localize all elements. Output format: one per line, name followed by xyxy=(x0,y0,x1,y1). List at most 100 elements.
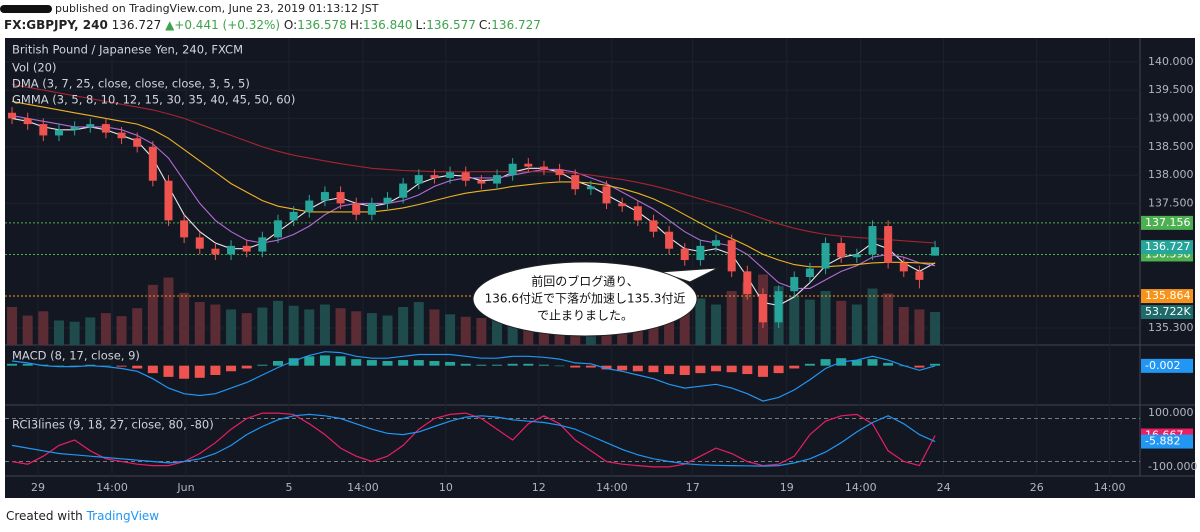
symbol: FX:GBPJPY, 240 xyxy=(4,18,108,32)
price-tag-bg xyxy=(1141,289,1193,304)
ohlc-key: C: xyxy=(478,18,492,32)
macd-histogram xyxy=(523,363,534,366)
candle-body xyxy=(195,237,204,249)
y-tick-label: -100.000 xyxy=(1148,460,1197,473)
macd-histogram xyxy=(351,359,362,366)
candle-body xyxy=(868,226,877,255)
candle-body xyxy=(23,118,32,125)
ohlc-value: 136.577 xyxy=(426,18,476,32)
symbol-line: FX:GBPJPY, 240 136.727 ▲+0.441 (+0.32%) … xyxy=(4,18,544,32)
indicator-label: Vol (20) xyxy=(12,61,56,75)
volume-bar xyxy=(179,292,190,345)
macd-histogram xyxy=(226,365,237,372)
macd-histogram xyxy=(883,362,894,366)
candle-body xyxy=(586,186,595,190)
candle-body xyxy=(649,220,658,232)
volume-bar xyxy=(147,284,158,345)
candle-body xyxy=(727,240,736,272)
x-tick-label: 10 xyxy=(439,481,453,494)
volume-bar xyxy=(726,291,737,345)
macd-histogram xyxy=(22,363,33,366)
price-tag: 137.156 xyxy=(1145,216,1191,229)
macd-histogram xyxy=(272,361,283,366)
volume-bar xyxy=(366,313,377,345)
price-tag-bg xyxy=(1141,215,1193,230)
x-tick-label: 14:00 xyxy=(1094,481,1126,494)
volume-bar xyxy=(7,306,18,345)
y-tick-label: 140.000 xyxy=(1148,55,1194,68)
macd-histogram xyxy=(507,363,518,366)
redaction xyxy=(0,5,52,13)
macd-histogram xyxy=(617,365,628,371)
volume-bar xyxy=(53,320,64,345)
volume-bar xyxy=(38,311,49,345)
candle-body xyxy=(477,180,486,184)
macd-histogram xyxy=(632,365,643,372)
volume-bar xyxy=(789,295,800,345)
macd-histogram xyxy=(116,365,127,367)
macd-histogram xyxy=(538,364,549,366)
candle-body xyxy=(273,220,282,238)
macd-histogram xyxy=(476,364,487,366)
brand: TradingView xyxy=(86,509,160,523)
volume-bar xyxy=(116,316,127,345)
candle-body xyxy=(837,243,846,258)
candle-body xyxy=(790,277,799,292)
candle-body xyxy=(633,206,642,221)
volume-bar xyxy=(679,289,690,345)
candle-body xyxy=(180,220,189,238)
candle-body xyxy=(289,211,298,221)
volume-bar xyxy=(85,317,96,345)
ohlc-value: 136.840 xyxy=(362,18,413,32)
x-tick-label: 14:00 xyxy=(347,481,379,494)
macd-histogram xyxy=(53,365,64,367)
volume-bar xyxy=(804,299,815,345)
candle-body xyxy=(493,175,502,184)
volume-bar xyxy=(820,291,831,345)
macd-histogram xyxy=(804,363,815,366)
macd-histogram xyxy=(398,360,409,366)
macd-histogram xyxy=(179,365,190,379)
candle-body xyxy=(852,254,861,258)
ohlc-value: 136.727 xyxy=(491,18,541,32)
macd-histogram xyxy=(7,363,18,366)
price-tag-bg xyxy=(1141,434,1193,449)
volume-bar xyxy=(930,312,941,345)
y-tick-label: 139.500 xyxy=(1148,83,1194,96)
price-tag-bg xyxy=(1141,240,1193,255)
volume-bar xyxy=(413,302,424,345)
volume-bar xyxy=(272,300,283,345)
price-tag: -0.002 xyxy=(1145,359,1180,372)
x-tick-label: 17 xyxy=(686,481,700,494)
volume-bar xyxy=(22,315,33,345)
x-tick-label: 12 xyxy=(532,481,546,494)
volume-bar xyxy=(194,302,205,345)
candle-body xyxy=(555,169,564,176)
candle-body xyxy=(305,200,314,212)
candle-body xyxy=(743,271,752,295)
macd-histogram xyxy=(695,365,706,374)
candle-body xyxy=(148,146,157,181)
macd-histogram xyxy=(132,365,143,369)
volume-bar xyxy=(883,293,894,345)
macd-histogram xyxy=(601,365,612,370)
y-tick-label: 100.000 xyxy=(1148,406,1194,419)
candle-body xyxy=(320,192,329,201)
indicator-label: GMMA (3, 5, 8, 10, 12, 15, 30, 35, 40, 4… xyxy=(12,93,295,107)
volume-bar xyxy=(335,308,346,345)
macd-histogram xyxy=(711,365,722,372)
candle-body xyxy=(446,172,455,178)
candle-body xyxy=(383,197,392,204)
macd-histogram xyxy=(585,365,596,368)
candle-body xyxy=(602,186,611,204)
macd-histogram xyxy=(930,363,941,366)
macd-histogram xyxy=(492,364,503,366)
price-tag: 136.727 xyxy=(1145,240,1191,253)
candle-body xyxy=(665,231,674,249)
volume-bar xyxy=(476,318,487,345)
x-tick-label: 14:00 xyxy=(96,481,128,494)
y-tick-label: 139.000 xyxy=(1148,111,1194,124)
candle-body xyxy=(821,243,830,269)
candle-body xyxy=(758,294,767,323)
